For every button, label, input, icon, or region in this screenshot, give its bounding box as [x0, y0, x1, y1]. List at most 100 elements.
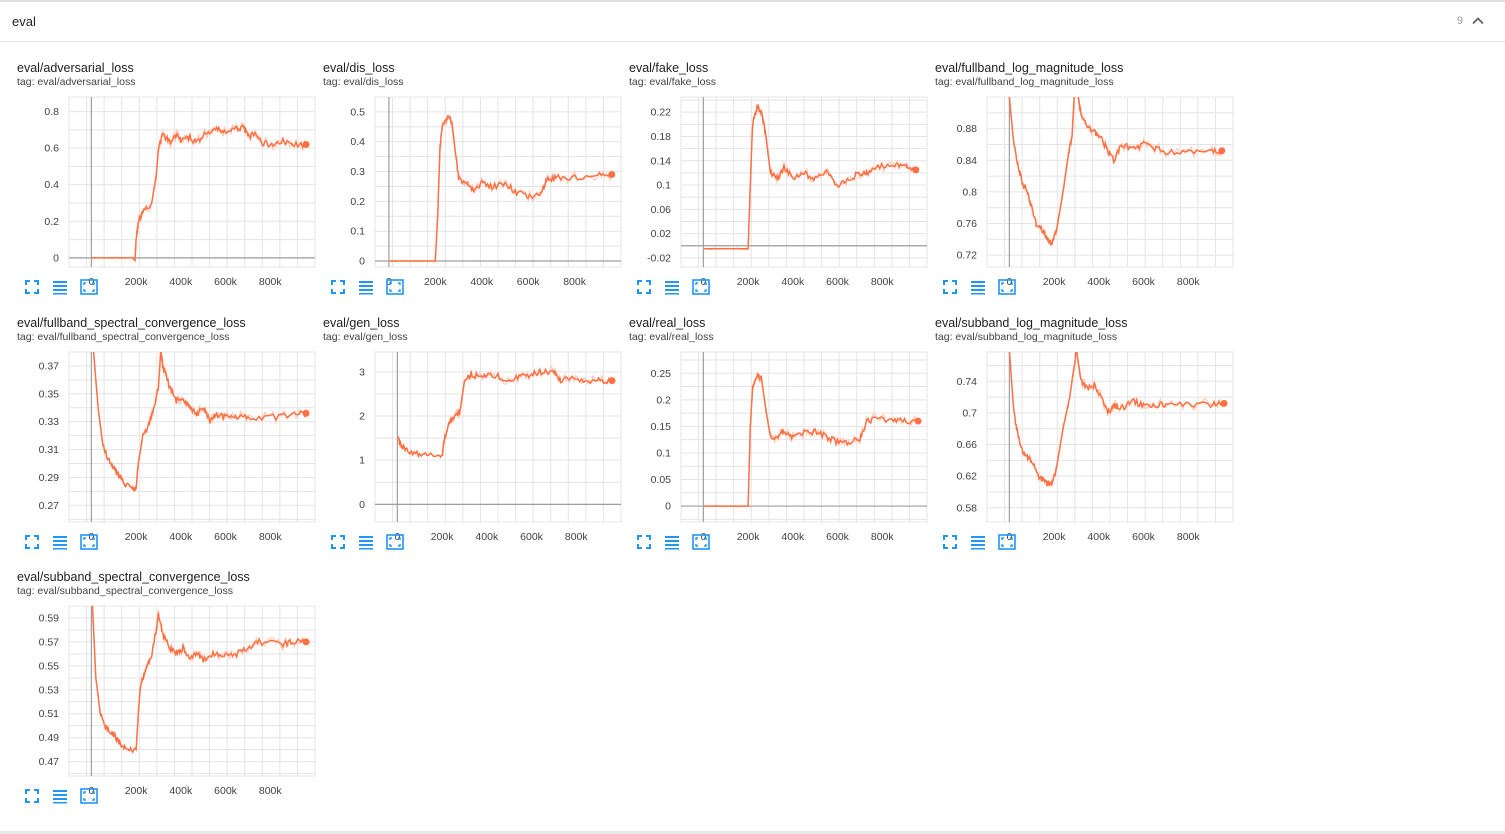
series-line — [703, 103, 917, 250]
chart-card: eval/dis_loss tag: eval/dis_loss 0 200k 400k… — [323, 61, 623, 311]
line-chart: 0 200k 400k 600k 800k 0 0.05 0.1 0.15 0.2 0.25 — [651, 351, 928, 543]
y-tick-label: 0.49 — [39, 732, 60, 744]
x-tick-label: 600k — [826, 531, 850, 543]
y-tick-label: 0.51 — [39, 708, 60, 720]
x-tick-label: 800k — [259, 785, 283, 797]
y-tick-label: 0.1 — [350, 226, 365, 238]
chart-card: eval/adversarial_loss tag: eval/adversari… — [17, 61, 317, 311]
y-tick-label: 0.66 — [957, 439, 978, 451]
chart-tag: tag: eval/subband_spectral_convergence_l… — [17, 585, 233, 597]
y-tick-label: 0.37 — [39, 360, 60, 372]
line-chart: 0 200k 400k 600k 800k 0.47 0.49 0.51 0.53 0.55 0.5… — [39, 605, 316, 797]
fit-domain-icon[interactable] — [942, 534, 958, 550]
chart-tag: tag: eval/adversarial_loss — [17, 76, 136, 88]
y-tick-label: 0.53 — [39, 684, 60, 696]
last-point-marker — [1220, 399, 1228, 407]
chart-title: eval/real_loss — [629, 316, 706, 330]
expand-icon[interactable] — [386, 534, 404, 550]
chart-card: eval/subband_log_magnitude_loss tag: eval… — [935, 316, 1235, 566]
y-tick-label: 0 — [359, 256, 365, 268]
fit-domain-icon[interactable] — [24, 534, 40, 550]
grid — [69, 606, 315, 776]
x-tick-label: 800k — [565, 531, 589, 543]
log-scale-icon[interactable] — [52, 788, 68, 804]
chart-title: eval/fullband_log_magnitude_loss — [935, 61, 1124, 75]
x-tick-label: 400k — [781, 276, 805, 288]
x-tick-label: 400k — [169, 785, 193, 797]
y-tick-label: 0.06 — [651, 204, 672, 216]
log-scale-icon[interactable] — [970, 534, 986, 550]
x-tick-label: 0 — [386, 276, 392, 288]
fit-domain-icon[interactable] — [330, 534, 346, 550]
fit-domain-icon[interactable] — [942, 279, 958, 295]
series-line — [91, 606, 307, 754]
x-tick-label: 400k — [1087, 531, 1111, 543]
expand-icon[interactable] — [80, 788, 98, 804]
chart-card: eval/fake_loss tag: eval/fake_loss 0 200k 40… — [629, 61, 929, 311]
y-tick-label: 0.4 — [44, 179, 59, 191]
fit-domain-icon[interactable] — [330, 279, 346, 295]
x-tick-label: 200k — [431, 531, 455, 543]
chart-title: eval/subband_log_magnitude_loss — [935, 316, 1128, 330]
y-tick-label: 0.8 — [962, 186, 977, 198]
chart-title: eval/adversarial_loss — [17, 61, 134, 75]
log-scale-icon[interactable] — [664, 534, 680, 550]
x-tick-label: 400k — [475, 531, 499, 543]
log-scale-icon[interactable] — [52, 279, 68, 295]
log-scale-icon[interactable] — [664, 279, 680, 295]
fit-domain-icon[interactable] — [24, 788, 40, 804]
fit-domain-icon[interactable] — [24, 279, 40, 295]
y-tick-label: 0.3 — [350, 166, 365, 178]
series-line — [397, 367, 613, 459]
grid — [987, 97, 1233, 267]
y-tick-label: 0 — [53, 252, 59, 264]
series-line — [91, 124, 307, 263]
line-chart: 0 200k 400k 600k 800k 0.72 0.76 0.8 0.84 0.88 — [957, 96, 1234, 288]
expand-icon[interactable] — [386, 279, 404, 295]
y-tick-label: 0.29 — [39, 472, 60, 484]
log-scale-icon[interactable] — [52, 534, 68, 550]
expand-icon[interactable] — [692, 534, 710, 550]
line-chart: 0 200k 400k 600k 800k 0.27 0.29 0.31 0.33 0.35 0.3… — [39, 351, 316, 543]
y-tick-label: 0.14 — [651, 155, 672, 167]
expand-icon[interactable] — [692, 279, 710, 295]
y-tick-label: 0.18 — [651, 131, 672, 143]
chart-card: eval/subband_spectral_convergence_loss ta… — [17, 570, 317, 820]
y-tick-label: 0.2 — [350, 196, 365, 208]
line-chart: 0 200k 400k 600k 800k 0.58 0.62 0.66 0.7 0.74 — [957, 351, 1234, 543]
top-divider — [0, 0, 1505, 2]
expand-icon[interactable] — [80, 279, 98, 295]
log-scale-icon[interactable] — [358, 534, 374, 550]
x-tick-label: 0 — [88, 531, 94, 543]
log-scale-icon[interactable] — [358, 279, 374, 295]
x-tick-label: 200k — [125, 276, 149, 288]
line-chart: 0 200k 400k 600k 800k 0 0.1 0.2 0.3 0.4 0.5 — [350, 96, 622, 288]
chevron-up-icon[interactable] — [1471, 14, 1485, 28]
y-tick-label: 0.02 — [651, 228, 672, 240]
group-header[interactable]: eval 9 — [0, 2, 1505, 42]
expand-icon[interactable] — [998, 279, 1016, 295]
y-tick-label: 1 — [359, 455, 365, 467]
y-tick-label: 0.62 — [957, 471, 978, 483]
fit-domain-icon[interactable] — [636, 279, 652, 295]
x-tick-label: 600k — [520, 531, 544, 543]
chart-title: eval/subband_spectral_convergence_loss — [17, 570, 250, 584]
x-tick-label: 0 — [88, 785, 94, 797]
x-tick-label: 600k — [214, 531, 238, 543]
grid — [681, 97, 927, 267]
expand-icon[interactable] — [998, 534, 1016, 550]
x-tick-label: 600k — [214, 276, 238, 288]
x-tick-label: 800k — [259, 276, 283, 288]
y-tick-label: 0.05 — [651, 474, 672, 486]
log-scale-icon[interactable] — [970, 279, 986, 295]
group-title: eval — [12, 14, 36, 29]
x-tick-label: 400k — [169, 276, 193, 288]
x-tick-label: 600k — [517, 276, 541, 288]
fit-domain-icon[interactable] — [636, 534, 652, 550]
x-tick-label: 0 — [1006, 276, 1012, 288]
y-tick-label: 0.1 — [656, 180, 671, 192]
x-tick-label: 0 — [700, 276, 706, 288]
expand-icon[interactable] — [80, 534, 98, 550]
chart-card: eval/real_loss tag: eval/real_loss 0 200k 40… — [629, 316, 929, 566]
y-tick-label: 0.6 — [44, 143, 59, 155]
